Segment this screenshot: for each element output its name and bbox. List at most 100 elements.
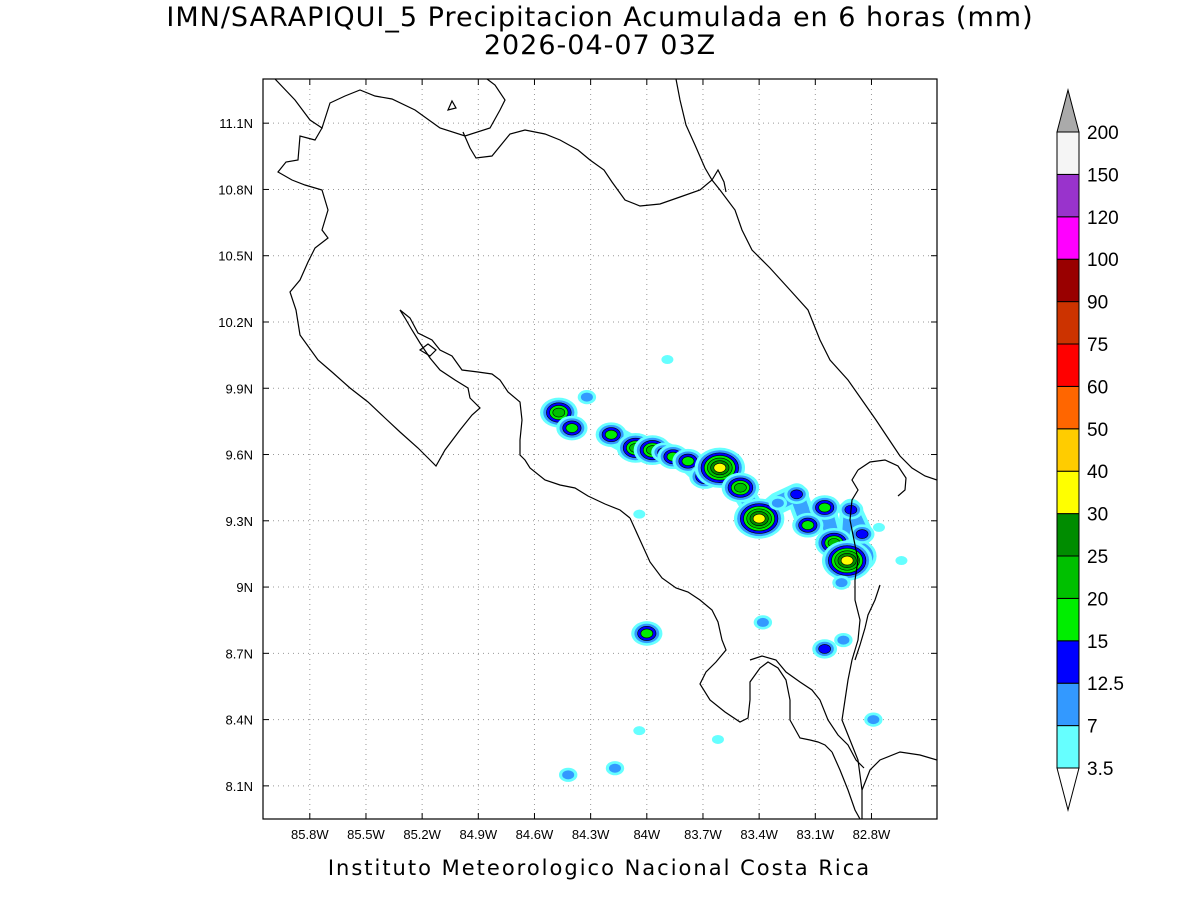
map-frame	[262, 78, 938, 820]
precip-cell	[872, 522, 885, 532]
colorbar-label: 150	[1087, 165, 1119, 186]
island	[446, 99, 457, 111]
precip-cell	[556, 415, 588, 441]
lake-shore	[462, 129, 727, 207]
colorbar-label: 15	[1087, 632, 1108, 653]
precip-cell	[595, 422, 627, 447]
lon-tick-label: 83.4W	[740, 827, 778, 842]
colorbar-label: 75	[1087, 335, 1108, 356]
colorbar-label: 120	[1087, 208, 1119, 229]
precip-cell	[864, 712, 883, 727]
nicaragua-border	[274, 79, 506, 137]
panama-caribbean	[854, 584, 881, 661]
lat-tick-label: 10.8N	[218, 182, 253, 197]
colorbar-box	[1056, 682, 1080, 727]
lon-tick-label: 83.7W	[684, 827, 722, 842]
precip-cell	[784, 484, 809, 504]
lon-tick-label: 85.5W	[347, 827, 385, 842]
institution-footer: Instituto Meteorologico Nacional Costa R…	[327, 856, 872, 880]
precip-cell	[711, 734, 724, 744]
colorbar-label: 25	[1087, 547, 1108, 568]
precip-cell	[792, 512, 824, 538]
colorbar-box	[1056, 258, 1080, 303]
lon-tick-label: 82.8W	[853, 827, 891, 842]
lon-tick-label: 85.2W	[403, 827, 441, 842]
colorbar-label: 90	[1087, 293, 1108, 314]
precip-cell	[834, 632, 853, 648]
precip-cell	[849, 524, 875, 544]
colorbar-bottom-arrow	[1056, 767, 1080, 812]
colorbar-box	[1056, 597, 1080, 642]
coastlines-borders	[274, 79, 937, 819]
colorbar-label: 60	[1087, 377, 1108, 398]
lat-tick-label: 9.9N	[226, 381, 253, 396]
map-title: IMN/SARAPIQUI_5 Precipitacion Acumulada …	[166, 2, 1034, 33]
precip-cell	[633, 726, 646, 736]
pacific-coast-north	[277, 127, 481, 467]
precip-cell	[812, 639, 838, 659]
lat-tick-label: 8.1N	[226, 779, 253, 794]
lon-tick-label: 84W	[633, 827, 660, 842]
colorbar-label: 7	[1087, 717, 1098, 738]
colorbar-label: 3.5	[1087, 759, 1113, 780]
chiriqui-coast	[861, 751, 937, 791]
map-panel	[263, 79, 937, 819]
precip-cell	[605, 761, 625, 776]
pacific-coast-south	[629, 517, 833, 753]
colorbar-label: 20	[1087, 589, 1108, 610]
golfo-dulce	[749, 655, 865, 769]
precip-cell	[895, 556, 908, 566]
precip-cell	[633, 509, 646, 519]
map-timestamp: 2026-04-07 03Z	[483, 30, 717, 61]
lat-tick-label: 9.3N	[226, 514, 253, 529]
lat-tick-label: 8.4N	[226, 713, 253, 728]
caribbean-coast	[675, 79, 937, 481]
colorbar-box	[1056, 640, 1080, 684]
lat-tick-label: 9N	[236, 580, 253, 595]
colorbar-box	[1056, 301, 1080, 345]
precip-cell	[753, 615, 773, 630]
precip-cell	[733, 498, 785, 539]
precip-cell	[631, 621, 663, 646]
precip-cell	[768, 496, 788, 511]
axis-labels: 85.8W 85.5W 85.2W 84.9W 84.6W 84.3W 84W 83.7W 83…	[218, 79, 937, 842]
precip-cell	[809, 495, 841, 520]
lat-tick-label: 10.5N	[218, 249, 253, 264]
nicoya-gulf	[399, 309, 631, 519]
panama-border	[841, 469, 863, 819]
lon-tick-label: 84.3W	[572, 827, 610, 842]
precip-cell	[672, 448, 704, 474]
precip-cell	[558, 767, 578, 782]
bocas-coast	[857, 459, 907, 497]
colorbar: 3.5 7 12.5 15 20 25 30 40 50 60 75 90 100 120 150 200	[1056, 88, 1124, 812]
colorbar-box	[1056, 131, 1080, 175]
colorbar-top-arrow	[1056, 88, 1080, 133]
precip-cell	[661, 355, 674, 365]
colorbar-box	[1056, 470, 1080, 515]
precipitation-layer	[540, 355, 908, 782]
colorbar-box	[1056, 343, 1080, 387]
precip-cell	[577, 389, 597, 405]
colorbar-box	[1056, 385, 1080, 430]
colorbar-label: 200	[1087, 123, 1119, 144]
lon-tick-label: 85.8W	[291, 827, 329, 842]
colorbar-label: 100	[1087, 250, 1119, 271]
colorbar-box	[1056, 725, 1080, 769]
colorbar-label: 12.5	[1087, 674, 1124, 695]
lat-tick-label: 11.1N	[219, 116, 253, 131]
lon-tick-label: 84.6W	[516, 827, 554, 842]
colorbar-box	[1056, 555, 1080, 599]
precip-cell	[821, 540, 873, 581]
colorbar-box	[1056, 513, 1080, 557]
lon-tick-label: 84.9W	[460, 827, 498, 842]
burica-peninsula	[831, 751, 861, 819]
precip-cell	[832, 575, 851, 590]
colorbar-label: 30	[1087, 505, 1108, 526]
colorbar-box	[1056, 173, 1080, 218]
colorbar-label: 50	[1087, 420, 1108, 441]
precip-cell	[721, 472, 760, 503]
lat-tick-label: 8.7N	[226, 646, 253, 661]
chira-island	[418, 343, 437, 357]
colorbar-label: 40	[1087, 462, 1108, 483]
